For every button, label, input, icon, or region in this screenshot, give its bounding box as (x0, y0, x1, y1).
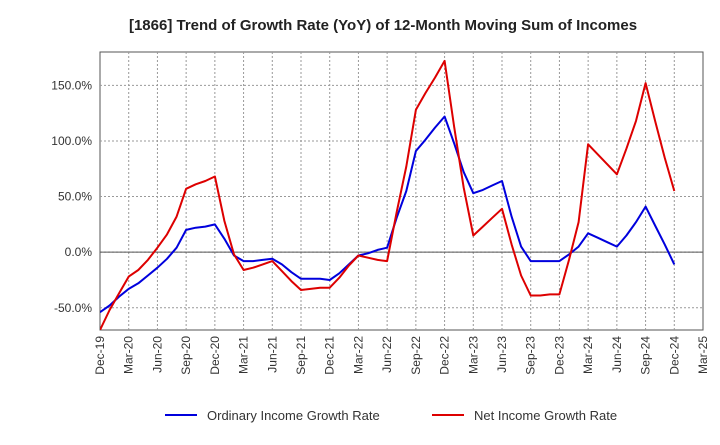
y-tick-label: 0.0% (65, 245, 93, 259)
x-tick-label: Dec-22 (438, 336, 452, 375)
x-tick-label: Sep-23 (524, 336, 538, 375)
x-tick-label: Sep-21 (294, 336, 308, 375)
legend: Ordinary Income Growth Rate Net Income Gr… (165, 408, 617, 423)
y-tick-label: -50.0% (54, 301, 92, 315)
x-tick-label: Dec-23 (552, 336, 566, 375)
y-tick-label: 100.0% (51, 134, 92, 148)
x-tick-label: Sep-24 (639, 336, 653, 375)
x-tick-label: Jun-22 (380, 336, 394, 373)
chart-title: [1866] Trend of Growth Rate (YoY) of 12-… (129, 17, 637, 34)
x-tick-label: Jun-21 (265, 336, 279, 373)
x-tick-label: Mar-22 (351, 336, 365, 374)
legend-label-2: Net Income Growth Rate (474, 408, 617, 423)
series-line-2 (100, 59, 676, 330)
y-tick-label: 150.0% (51, 78, 92, 92)
x-tick-label: Mar-21 (237, 336, 251, 374)
x-tick-label: Dec-24 (667, 336, 681, 375)
x-tick-label: Mar-20 (122, 336, 136, 374)
x-tick-label: Jun-24 (610, 336, 624, 373)
x-tick-label: Sep-20 (179, 336, 193, 375)
series-line-1 (100, 115, 676, 314)
x-tick-label: Jun-20 (150, 336, 164, 373)
x-tick-label: Dec-20 (208, 336, 222, 375)
x-tick-label: Mar-24 (581, 336, 595, 374)
x-tick-label: Dec-21 (323, 336, 337, 375)
x-tick-label: Dec-19 (93, 336, 107, 375)
x-tick-label: Jun-23 (495, 336, 509, 373)
plot-area: Dec-19 Mar-20 Jun-20 Sep-20 Dec-20 Mar-21 Jun-… (51, 51, 710, 375)
y-tick-label: 50.0% (58, 190, 92, 204)
legend-label-1: Ordinary Income Growth Rate (207, 408, 380, 423)
x-tick-label: Mar-25 (696, 336, 710, 374)
x-tick-label: Sep-22 (409, 336, 423, 375)
x-tick-label: Mar-23 (466, 336, 480, 374)
